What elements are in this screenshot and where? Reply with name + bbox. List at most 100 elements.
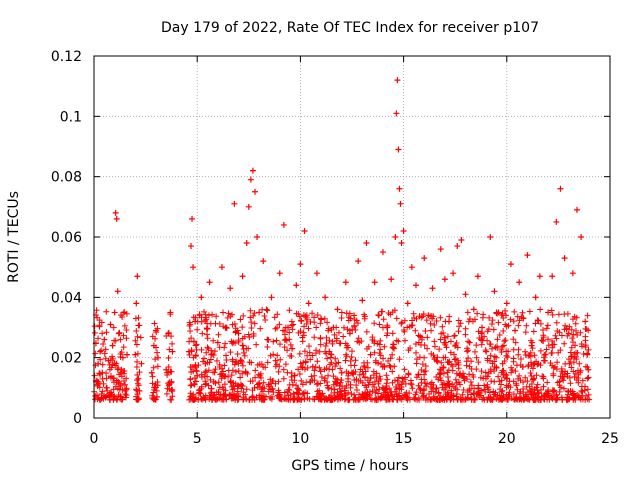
background-point	[450, 392, 457, 399]
background-point	[93, 392, 100, 399]
background-point	[264, 359, 271, 366]
background-point	[540, 334, 547, 341]
background-point	[201, 308, 208, 315]
background-point	[276, 341, 283, 348]
background-point	[351, 323, 358, 330]
background-point	[342, 395, 349, 402]
data-point	[97, 348, 104, 355]
background-point	[245, 345, 252, 352]
data-point	[231, 200, 238, 207]
background-point	[237, 316, 244, 323]
background-point	[398, 320, 405, 327]
background-point	[399, 375, 406, 382]
background-point	[169, 340, 176, 347]
background-point	[248, 325, 255, 332]
background-point	[471, 316, 478, 323]
background-point	[454, 396, 461, 403]
background-point	[356, 371, 363, 378]
background-point	[479, 396, 486, 403]
background-point	[316, 348, 323, 355]
background-point	[529, 385, 536, 392]
background-point	[404, 324, 411, 331]
background-point	[579, 377, 586, 384]
background-point	[557, 347, 564, 354]
data-point	[388, 276, 395, 283]
background-point	[229, 340, 236, 347]
background-point	[559, 396, 566, 403]
data-point	[584, 351, 591, 358]
background-point	[542, 393, 549, 400]
background-point	[491, 363, 498, 370]
background-point	[210, 337, 217, 344]
background-point	[467, 378, 474, 385]
background-point	[482, 388, 489, 395]
background-point	[246, 334, 253, 341]
y-tick-label: 0.08	[51, 170, 82, 186]
data-point	[167, 309, 174, 316]
background-point	[251, 320, 258, 327]
background-point	[249, 393, 256, 400]
background-point	[281, 331, 288, 338]
data-point	[154, 354, 161, 361]
background-point	[570, 339, 577, 346]
background-point	[523, 322, 530, 329]
background-point	[540, 373, 547, 380]
background-point	[453, 390, 460, 397]
background-point	[335, 359, 342, 366]
background-point	[307, 356, 314, 363]
background-point	[193, 367, 200, 374]
background-point	[383, 380, 390, 387]
background-point	[363, 328, 370, 335]
background-point	[188, 369, 195, 376]
background-point	[303, 314, 310, 321]
background-point	[376, 386, 383, 393]
background-point	[234, 327, 241, 334]
background-point	[452, 343, 459, 350]
background-point	[537, 362, 544, 369]
background-point	[584, 312, 591, 319]
background-point	[353, 317, 360, 324]
background-point	[495, 373, 502, 380]
background-point	[531, 352, 538, 359]
background-point	[354, 320, 361, 327]
background-point	[517, 362, 524, 369]
data-point	[309, 363, 316, 370]
data-point	[138, 360, 145, 367]
data-point	[322, 294, 329, 301]
x-tick-label: 5	[193, 431, 202, 447]
background-point	[135, 314, 142, 321]
background-point	[348, 348, 355, 355]
background-point	[500, 342, 507, 349]
background-point	[441, 339, 448, 346]
background-point	[455, 328, 462, 335]
data-point	[115, 330, 122, 337]
background-point	[488, 378, 495, 385]
background-point	[505, 382, 512, 389]
background-point	[465, 355, 472, 362]
background-point	[500, 328, 507, 335]
data-point	[359, 297, 366, 304]
background-point	[274, 361, 281, 368]
data-point	[297, 261, 304, 268]
background-point	[227, 378, 234, 385]
background-point	[395, 338, 402, 345]
background-point	[576, 360, 583, 367]
background-point	[352, 357, 359, 364]
background-point	[499, 387, 506, 394]
background-point	[401, 317, 408, 324]
background-point	[270, 351, 277, 358]
data-point	[394, 77, 401, 84]
background-point	[93, 307, 100, 314]
data-point	[408, 264, 415, 271]
background-point	[437, 336, 444, 343]
background-point	[575, 371, 582, 378]
data-point	[578, 234, 585, 240]
background-point	[133, 327, 140, 334]
data-point	[561, 255, 568, 262]
background-point	[261, 313, 268, 320]
background-point	[396, 356, 403, 363]
background-point	[423, 383, 430, 390]
background-point	[298, 377, 305, 384]
background-point	[566, 323, 573, 330]
data-point	[582, 318, 589, 325]
